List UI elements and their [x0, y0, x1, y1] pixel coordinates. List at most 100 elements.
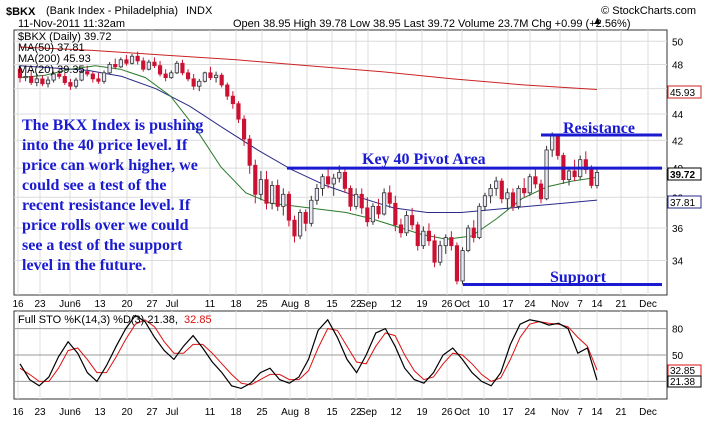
candle-body [527, 176, 532, 194]
candle-body [320, 176, 325, 189]
candle-body [79, 71, 84, 81]
candle-body [572, 170, 577, 178]
sto-legend-title: Full STO %K(14,3) %D(3) 21.38, 32.85 [18, 314, 212, 326]
candle-body [73, 79, 79, 87]
candle-body [197, 80, 202, 87]
x-tick-label: Nov [551, 407, 569, 418]
commentary-line: price rolls over we could [22, 217, 189, 234]
candle-body [415, 224, 420, 247]
candle-body [309, 199, 314, 224]
ma200-line [19, 46, 598, 90]
x-tick-label: 7 [577, 407, 583, 418]
sto-y-tick-label: 50 [672, 351, 684, 362]
candle-body [163, 73, 168, 79]
quote-datetime: 11-Nov-2011 11:32am [18, 18, 125, 30]
badge-ma200-text: 45.93 [670, 88, 695, 99]
candle-body [180, 62, 185, 74]
sto-k-line [19, 314, 598, 390]
y-tick-label: 34 [672, 257, 684, 268]
badge-ma50-text: 37.81 [670, 198, 695, 209]
x-tick-label: Nov [551, 299, 569, 310]
x-tick-label: 25 [256, 299, 268, 310]
candle-body [454, 245, 460, 282]
candle-body [169, 72, 174, 79]
price-badge-ma200: 45.93 [667, 85, 702, 99]
candle-body [146, 61, 151, 70]
candle-body [141, 60, 146, 70]
x-tick-label: 14 [591, 407, 603, 418]
x-tick-label: 22 [350, 299, 362, 310]
candle-body [40, 78, 45, 85]
x-tick-label: 24 [524, 299, 536, 310]
sto-badge-k-text: 21.38 [670, 377, 695, 388]
candle-body [96, 78, 101, 82]
candle-body [281, 193, 286, 207]
legend-symbol: $BKX (Daily) 39.72 [18, 31, 112, 43]
candle-body [488, 187, 493, 197]
x-tick-label: 8 [304, 407, 310, 418]
candle-body [135, 55, 140, 62]
legend-ma20: MA(20) 39.35 [18, 64, 85, 76]
x-tick-label: Jun6 [59, 299, 81, 310]
candle-body [90, 73, 95, 80]
candle-body [331, 177, 336, 185]
sto-badge-d: 32.85 [667, 364, 702, 377]
candle-body [398, 224, 404, 234]
candle-body [202, 72, 207, 82]
candle-body [62, 76, 67, 83]
sto-d-line [19, 319, 598, 386]
candle-body [404, 215, 409, 234]
x-tick-label: 18 [230, 407, 242, 418]
candle-body [236, 103, 241, 120]
candle-body [494, 180, 499, 189]
support-label: Support [550, 269, 607, 286]
resistance-label: Resistance [563, 120, 635, 137]
sto-y-tick-label: 80 [672, 325, 684, 336]
candle-body [241, 118, 247, 140]
ticker-symbol: $BKX [6, 6, 36, 18]
candle-body [471, 227, 476, 238]
candle-body [376, 205, 381, 215]
y-tick-label: 44 [672, 110, 684, 121]
candle-body [286, 193, 291, 221]
sto-legend-prefix: Full STO %K(14,3) %D(3) 21.38, [18, 314, 178, 326]
candle-body [555, 134, 560, 156]
candle-body [354, 193, 359, 207]
candle-body [342, 172, 347, 189]
x-tick-label: 26 [441, 299, 453, 310]
candle-body [57, 73, 62, 77]
candle-body [505, 192, 510, 200]
candle-body [326, 176, 331, 185]
candle-body [152, 61, 157, 67]
candle-body [510, 192, 516, 207]
candle-body [443, 237, 448, 247]
x-tick-label: 16 [12, 299, 24, 310]
candle-body [382, 192, 387, 215]
candle-body [45, 79, 51, 85]
candle-body [219, 74, 224, 86]
candle-body [314, 187, 319, 201]
x-tick-label: 27 [146, 299, 158, 310]
candle-body [23, 76, 28, 79]
ma20-line [19, 65, 598, 240]
candle-body [370, 205, 376, 223]
candle-body [477, 205, 482, 238]
x-tick-label: 20 [121, 407, 133, 418]
x-tick-label: Dec [639, 299, 657, 310]
candle-body [264, 179, 269, 204]
candle-body [17, 68, 23, 79]
commentary-text: The BKX Index is pushing into the 40 pric… [22, 117, 203, 274]
candle-body [275, 185, 280, 207]
candle-body [499, 180, 504, 200]
x-tick-label: Oct [454, 407, 470, 418]
x-tick-label: 27 [146, 407, 158, 418]
candle-body [34, 78, 39, 83]
x-tick-label: 18 [230, 299, 242, 310]
x-tick-label: Dec [639, 407, 657, 418]
candle-body [466, 227, 471, 251]
commentary-line: price can work higher, we [22, 157, 198, 174]
candle-body [387, 192, 392, 204]
candle-body [438, 245, 443, 263]
